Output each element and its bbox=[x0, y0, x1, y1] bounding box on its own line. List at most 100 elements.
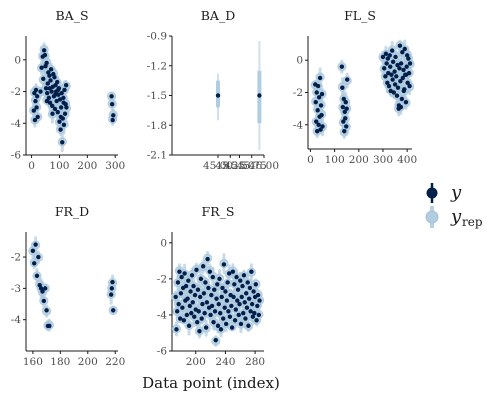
y-observed-point bbox=[398, 61, 404, 66]
y-observed-point bbox=[206, 285, 211, 291]
y-observed-point bbox=[212, 287, 217, 292]
y-observed-point bbox=[48, 67, 54, 72]
y-observed-point bbox=[343, 116, 348, 121]
y-observed-point bbox=[385, 56, 391, 61]
y-observed-point bbox=[63, 82, 69, 88]
y-observed-point bbox=[36, 254, 41, 260]
y-observed-point bbox=[242, 300, 247, 305]
y-tick-label: 0 bbox=[14, 54, 21, 66]
y-observed-point bbox=[238, 321, 244, 327]
y-observed-point bbox=[227, 314, 233, 319]
y-observed-point bbox=[46, 95, 52, 101]
y-observed-point bbox=[243, 316, 248, 321]
y-observed-point bbox=[403, 72, 409, 77]
legend-yrep-subscript: rep bbox=[462, 215, 483, 229]
y-observed-point bbox=[32, 117, 38, 123]
y-observed-point bbox=[239, 294, 244, 300]
y-observed-point bbox=[394, 74, 399, 79]
y-observed-point bbox=[237, 301, 242, 307]
x-tick-label: 0 bbox=[28, 160, 35, 172]
y-observed-point bbox=[185, 296, 190, 301]
y-observed-point bbox=[213, 337, 218, 343]
y-observed-point bbox=[30, 248, 36, 253]
y-observed-point bbox=[41, 48, 47, 53]
y-observed-point bbox=[316, 122, 321, 127]
y-observed-point bbox=[218, 310, 223, 316]
y-observed-point bbox=[38, 89, 43, 94]
y-observed-point bbox=[252, 310, 257, 316]
y-observed-point bbox=[235, 298, 240, 303]
y-tick-label: -2 bbox=[11, 252, 21, 264]
y-observed-point bbox=[229, 325, 235, 330]
y-observed-point bbox=[215, 93, 221, 98]
y-tick-label: -2 bbox=[11, 86, 21, 98]
y-observed-point bbox=[315, 108, 320, 113]
y-observed-point bbox=[249, 269, 254, 274]
y-observed-point bbox=[397, 66, 402, 71]
y-observed-point bbox=[59, 90, 64, 96]
y-observed-point bbox=[209, 292, 214, 298]
y-observed-point bbox=[58, 127, 63, 132]
y-observed-point bbox=[109, 94, 114, 99]
y-observed-point bbox=[110, 279, 115, 285]
y-observed-point bbox=[392, 69, 397, 74]
y-observed-point bbox=[33, 98, 38, 104]
y-observed-point bbox=[192, 314, 197, 319]
x-tick-label: 220 bbox=[105, 356, 125, 368]
y-observed-point bbox=[314, 129, 320, 134]
panel-BA_D: BA_D -2.1 -1.8 -1.5 -1.2 -0.9 45.0045.2545.504… bbox=[147, 8, 279, 172]
y-observed-point bbox=[216, 301, 221, 307]
y-observed-point bbox=[196, 309, 201, 314]
y-observed-point bbox=[318, 127, 323, 132]
y-observed-point bbox=[254, 318, 259, 323]
y-tick-label: -4 bbox=[293, 119, 304, 131]
y-observed-point bbox=[383, 51, 389, 56]
y-observed-point bbox=[55, 109, 60, 115]
y-tick-label: -1.8 bbox=[147, 120, 167, 132]
x-tick-label: 160 bbox=[23, 356, 43, 368]
x-tick-label: 300 bbox=[105, 160, 125, 172]
y-observed-point bbox=[188, 289, 193, 294]
y-observed-point bbox=[211, 319, 216, 325]
y-observed-point bbox=[199, 316, 204, 321]
legend-yrep-point-mark bbox=[425, 210, 439, 224]
y-observed-point bbox=[241, 310, 246, 316]
y-observed-point bbox=[34, 105, 39, 110]
y-observed-point bbox=[230, 269, 236, 274]
y-tick-label: -1.5 bbox=[147, 90, 167, 102]
y-observed-point bbox=[189, 273, 195, 278]
y-observed-point bbox=[47, 86, 52, 91]
x-tick-label: 100 bbox=[49, 160, 69, 172]
y-observed-point bbox=[219, 294, 224, 300]
y-observed-point bbox=[231, 294, 236, 300]
y-observed-point bbox=[44, 60, 49, 66]
y-observed-point bbox=[226, 271, 232, 276]
y-observed-point bbox=[222, 305, 227, 310]
y-observed-point bbox=[192, 292, 198, 298]
y-observed-point bbox=[111, 113, 116, 118]
y-observed-point bbox=[391, 90, 397, 95]
y-observed-point bbox=[207, 269, 213, 274]
y-observed-point bbox=[55, 79, 60, 85]
y-observed-point bbox=[109, 102, 115, 107]
y-observed-point bbox=[215, 282, 220, 287]
y-observed-point bbox=[315, 83, 321, 89]
y-observed-point bbox=[344, 106, 349, 111]
x-tick-label: 200 bbox=[78, 356, 98, 368]
panel-title: BA_S bbox=[55, 8, 88, 23]
y-tick-label: -2 bbox=[157, 273, 167, 285]
y-observed-point bbox=[48, 78, 53, 83]
y-observed-point bbox=[47, 323, 52, 329]
legend-y-point-mark bbox=[426, 187, 438, 199]
y-observed-point bbox=[319, 91, 325, 97]
panel-title: BA_D bbox=[201, 8, 236, 23]
y-observed-point bbox=[39, 65, 44, 70]
y-observed-point bbox=[45, 81, 50, 86]
y-observed-point bbox=[58, 105, 64, 110]
y-observed-point bbox=[314, 90, 319, 95]
y-observed-point bbox=[40, 289, 45, 294]
y-observed-point bbox=[238, 278, 243, 283]
y-observed-point bbox=[184, 312, 190, 318]
x-tick-label: 200 bbox=[349, 154, 369, 166]
y-observed-point bbox=[180, 305, 185, 310]
